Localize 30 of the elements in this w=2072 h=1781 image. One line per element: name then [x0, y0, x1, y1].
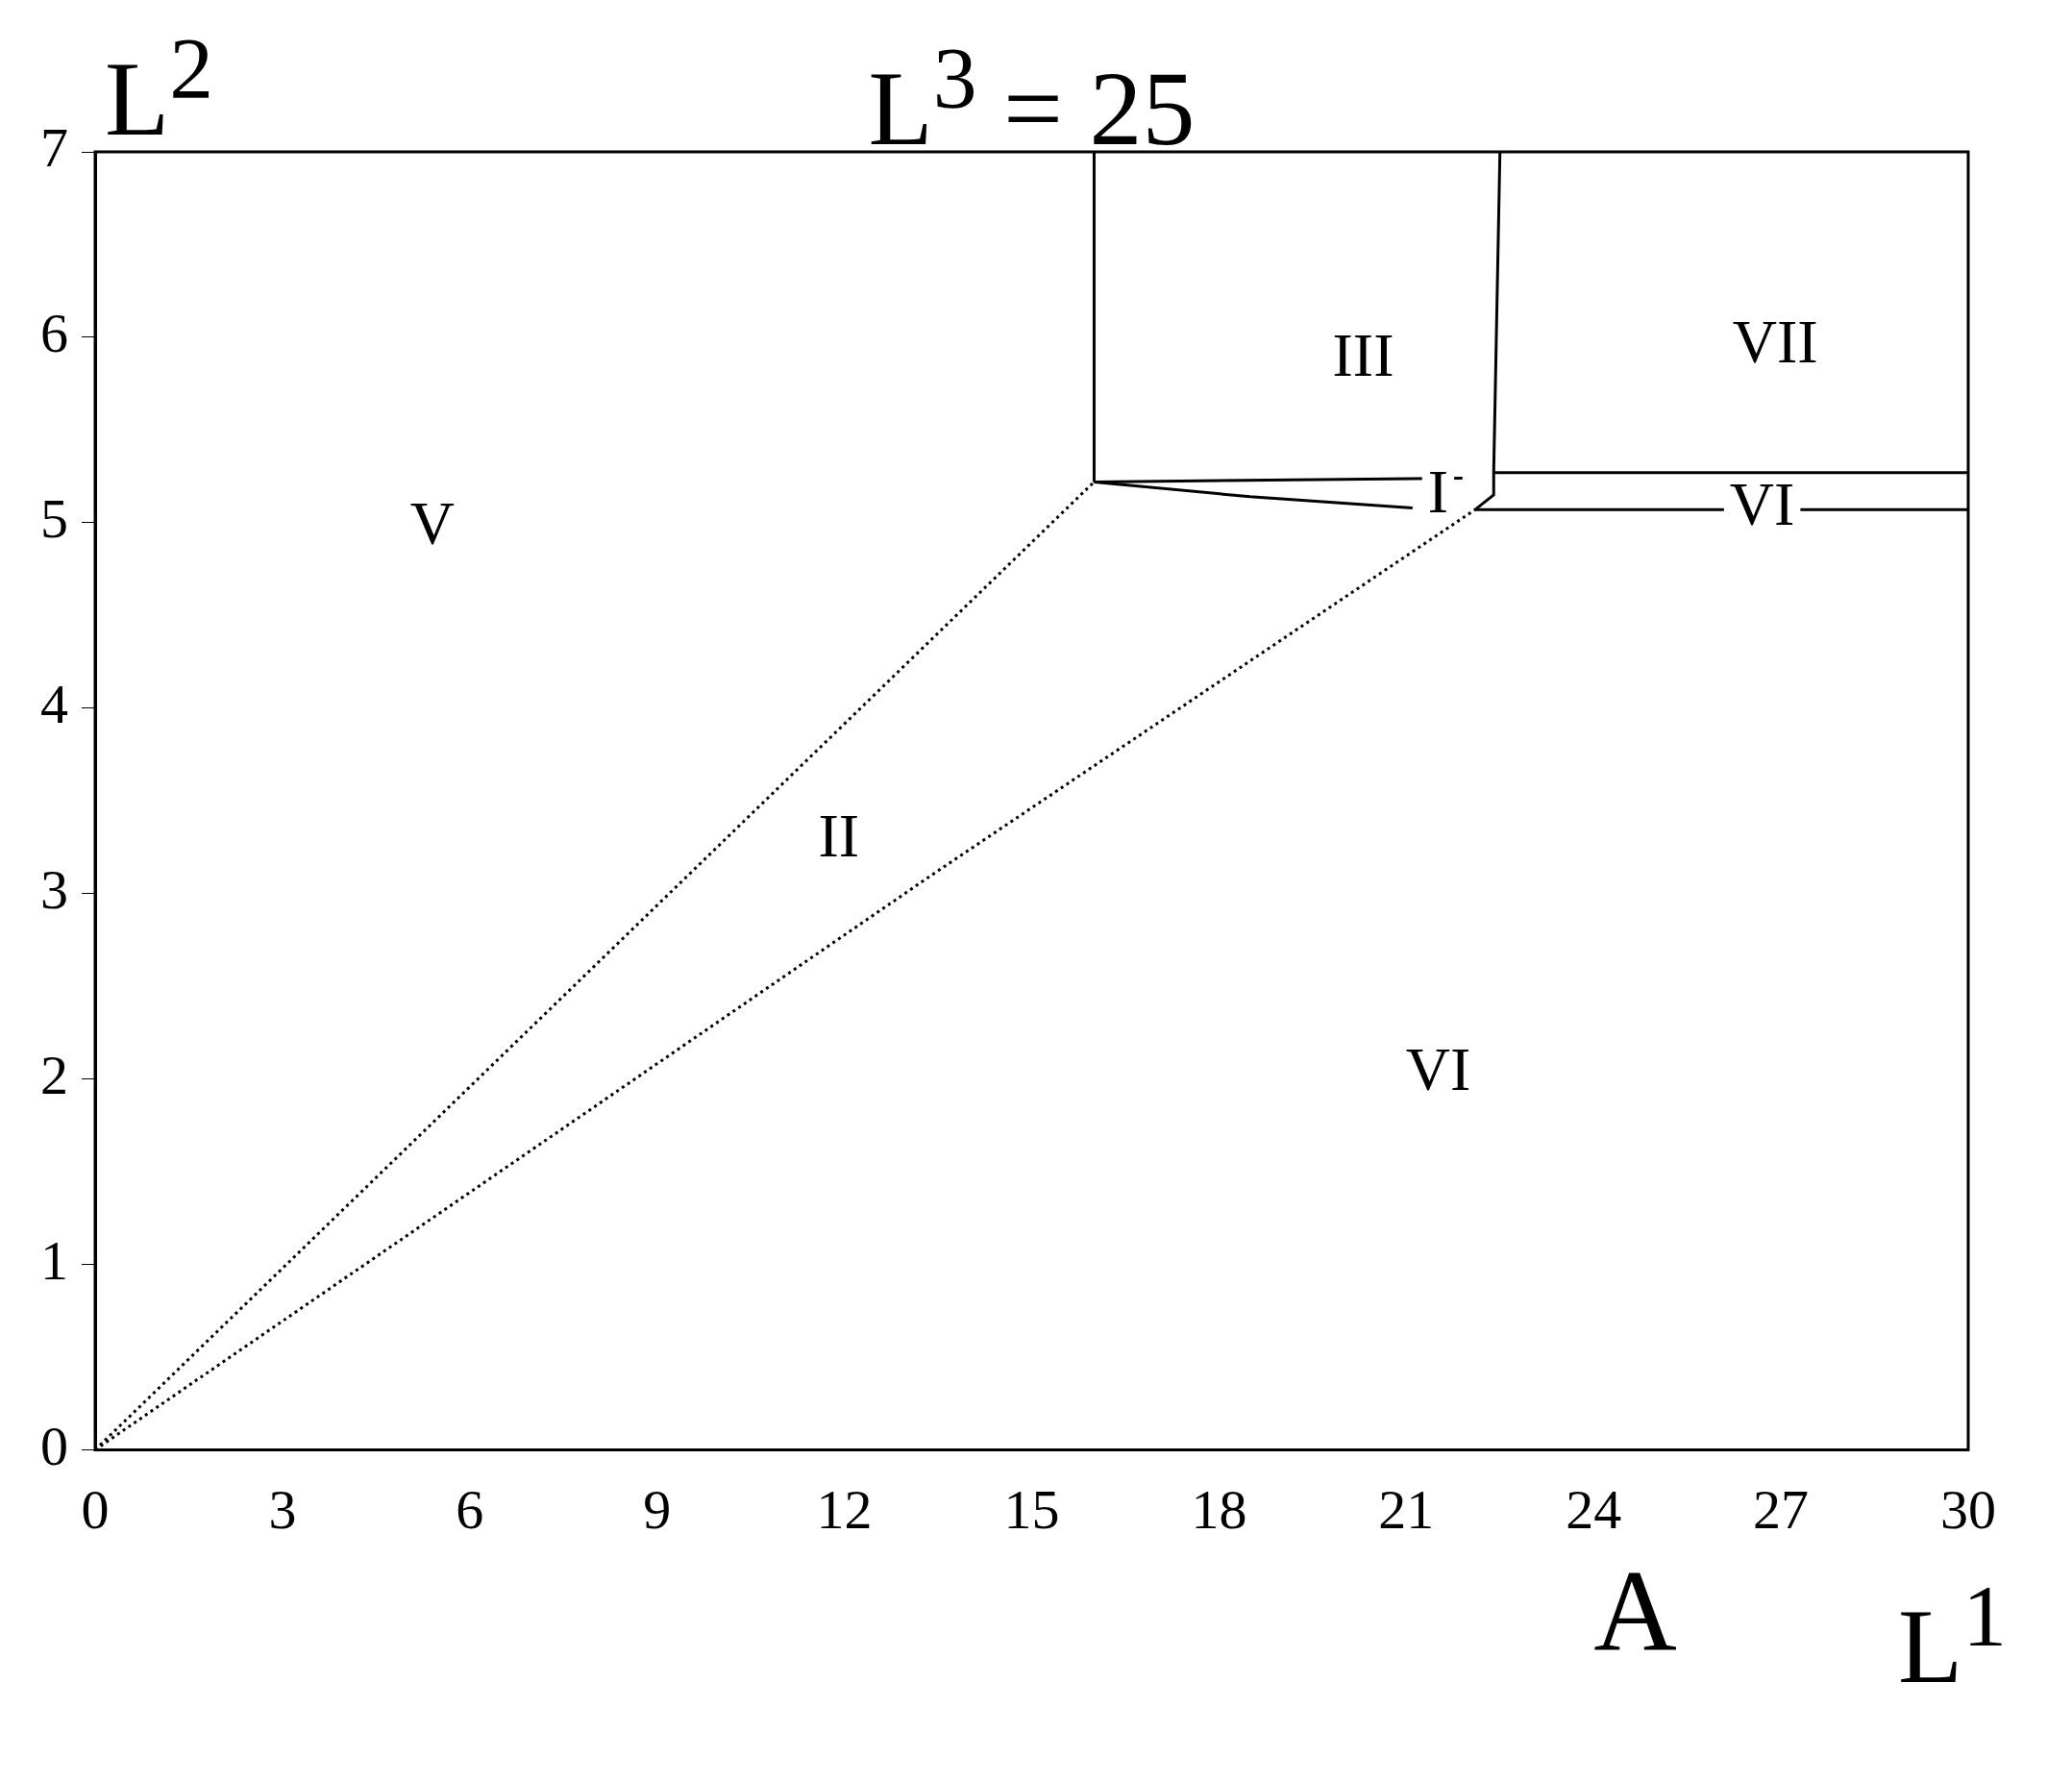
text: A — [1593, 1546, 1677, 1678]
annotation: III — [1332, 320, 1394, 389]
y-axis-title: L$^{2}$ — [105, 18, 214, 160]
x-axis-title: L$^{1}$ — [1897, 1566, 2007, 1708]
y-tick-label: 3 — [40, 857, 68, 921]
y-tick-label: 4 — [40, 672, 68, 735]
x-tick-label: 9 — [643, 1478, 672, 1542]
y-tick-label: 6 — [40, 302, 68, 365]
x-tick-label: 30 — [1940, 1478, 1996, 1542]
x-tick-label: 12 — [816, 1478, 873, 1542]
x-tick-label: 21 — [1378, 1478, 1435, 1542]
y-tick-label: 5 — [40, 487, 68, 551]
y-tick-label: 0 — [40, 1414, 68, 1477]
annotation: II — [818, 801, 860, 870]
y-tick-label: 2 — [40, 1043, 68, 1106]
x-tick-label: 24 — [1566, 1478, 1622, 1542]
x-tick-label: 3 — [268, 1478, 297, 1542]
annotation: V — [409, 489, 455, 558]
x-tick-label: 0 — [81, 1478, 110, 1542]
x-tick-label: 18 — [1191, 1478, 1247, 1542]
annotation: I — [1427, 457, 1449, 526]
y-tick-label: 7 — [40, 116, 68, 180]
x-tick-label: 15 — [1003, 1478, 1060, 1542]
annotation: VI — [1729, 470, 1795, 539]
y-tick-label: 1 — [40, 1228, 68, 1292]
x-tick-label: 6 — [456, 1478, 484, 1542]
annotation: VI — [1405, 1034, 1471, 1103]
chart-title: L$^{3}$ = 25 — [868, 28, 1196, 169]
x-tick-label: 27 — [1753, 1478, 1810, 1542]
annotation: VII — [1732, 308, 1818, 377]
